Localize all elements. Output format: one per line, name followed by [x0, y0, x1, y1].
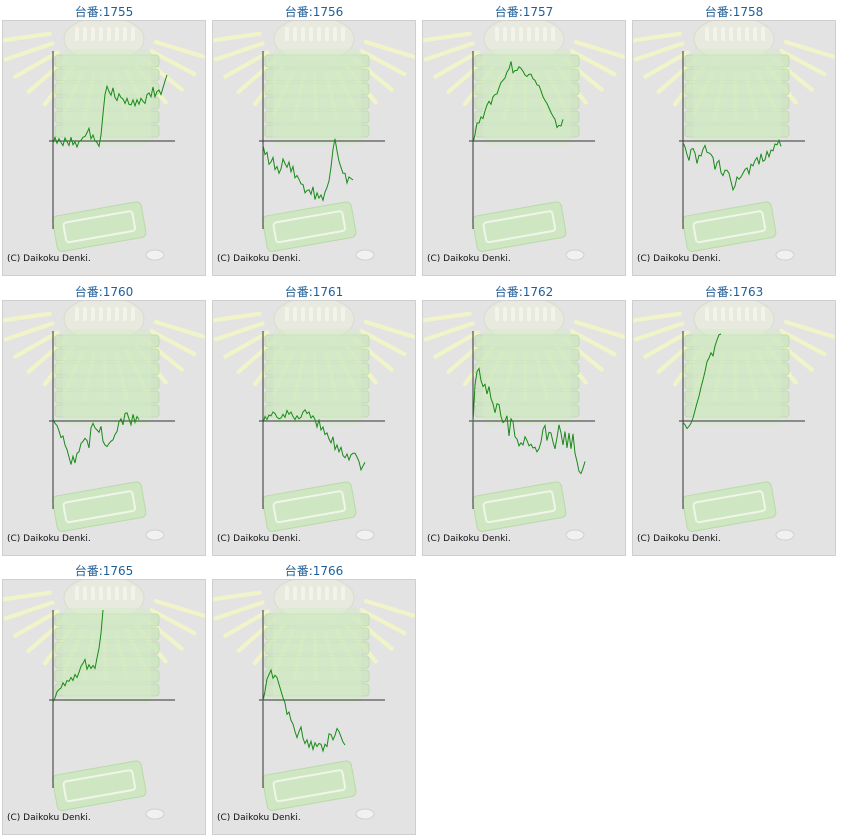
slump-graph-svg [213, 580, 415, 820]
slump-graph[interactable]: (C) Daikoku Denki. [632, 300, 836, 556]
machine-card: 台番:1757 (C) Daikoku Denki. [422, 0, 626, 278]
slump-graph-svg [3, 21, 205, 261]
machine-card: 台番:1755 (C) Daikoku Denki. [2, 0, 206, 278]
machine-card: 台番:1766 (C) Daikoku Denki. [212, 559, 416, 837]
machine-number-link[interactable]: 台番:1762 [494, 285, 554, 299]
machine-art-background [633, 301, 835, 541]
machine-number-link[interactable]: 台番:1763 [704, 285, 764, 299]
copyright-text: (C) Daikoku Denki. [7, 534, 91, 544]
machine-art-background [3, 21, 205, 261]
machine-card: 台番:1761 (C) Daikoku Denki. [212, 280, 416, 558]
machine-number-link[interactable]: 台番:1761 [284, 285, 344, 299]
machine-art-background [423, 301, 625, 541]
slump-line [262, 138, 354, 202]
machine-art-background [3, 301, 205, 541]
slump-graph-svg [633, 301, 835, 541]
slump-graph[interactable]: (C) Daikoku Denki. [422, 300, 626, 556]
machine-card: 台番:1758 (C) Daikoku Denki. [632, 0, 836, 278]
copyright-text: (C) Daikoku Denki. [637, 254, 721, 264]
slump-graph-svg [633, 21, 835, 261]
machine-card: 台番:1762 (C) Daikoku Denki. [422, 280, 626, 558]
slump-graph-svg [423, 21, 625, 261]
slump-line [52, 412, 140, 465]
machine-art-background [213, 580, 415, 820]
copyright-text: (C) Daikoku Denki. [217, 813, 301, 823]
copyright-text: (C) Daikoku Denki. [637, 534, 721, 544]
slump-graph[interactable]: (C) Daikoku Denki. [2, 20, 206, 276]
slump-graph[interactable]: (C) Daikoku Denki. [2, 579, 206, 835]
slump-line [52, 609, 104, 703]
slump-line [52, 74, 168, 149]
machine-number-link[interactable]: 台番:1755 [74, 5, 134, 19]
copyright-text: (C) Daikoku Denki. [217, 254, 301, 264]
slump-graph[interactable]: (C) Daikoku Denki. [632, 20, 836, 276]
slump-graph-svg [423, 301, 625, 541]
slump-line [262, 668, 346, 753]
slump-line [472, 61, 564, 144]
copyright-text: (C) Daikoku Denki. [427, 534, 511, 544]
machine-card: 台番:1756 (C) Daikoku Denki. [212, 0, 416, 278]
machine-art-background [633, 21, 835, 261]
slump-line [682, 138, 782, 192]
slump-graph-svg [3, 301, 205, 541]
machine-art-background [3, 580, 205, 820]
copyright-text: (C) Daikoku Denki. [427, 254, 511, 264]
machine-number-link[interactable]: 台番:1758 [704, 5, 764, 19]
slump-graph[interactable]: (C) Daikoku Denki. [212, 300, 416, 556]
copyright-text: (C) Daikoku Denki. [217, 534, 301, 544]
slump-line [472, 367, 586, 475]
slump-graph[interactable]: (C) Daikoku Denki. [212, 20, 416, 276]
machine-art-background [213, 301, 415, 541]
machine-number-link[interactable]: 台番:1766 [284, 564, 344, 578]
copyright-text: (C) Daikoku Denki. [7, 254, 91, 264]
slump-graph[interactable]: (C) Daikoku Denki. [2, 300, 206, 556]
slump-graph[interactable]: (C) Daikoku Denki. [422, 20, 626, 276]
machine-number-link[interactable]: 台番:1757 [494, 5, 554, 19]
machine-card: 台番:1763 (C) Daikoku Denki. [632, 280, 836, 558]
machine-card: 台番:1760 (C) Daikoku Denki. [2, 280, 206, 558]
copyright-text: (C) Daikoku Denki. [7, 813, 91, 823]
slump-graph-svg [213, 21, 415, 261]
slump-line [682, 333, 722, 430]
machine-number-link[interactable]: 台番:1756 [284, 5, 344, 19]
slump-graph-svg [3, 580, 205, 820]
slump-graph[interactable]: (C) Daikoku Denki. [212, 579, 416, 835]
machine-art-background [213, 21, 415, 261]
machine-number-link[interactable]: 台番:1760 [74, 285, 134, 299]
slump-line [262, 408, 366, 472]
slump-graph-svg [213, 301, 415, 541]
machine-number-link[interactable]: 台番:1765 [74, 564, 134, 578]
machine-card: 台番:1765 (C) Daikoku Denki. [2, 559, 206, 837]
